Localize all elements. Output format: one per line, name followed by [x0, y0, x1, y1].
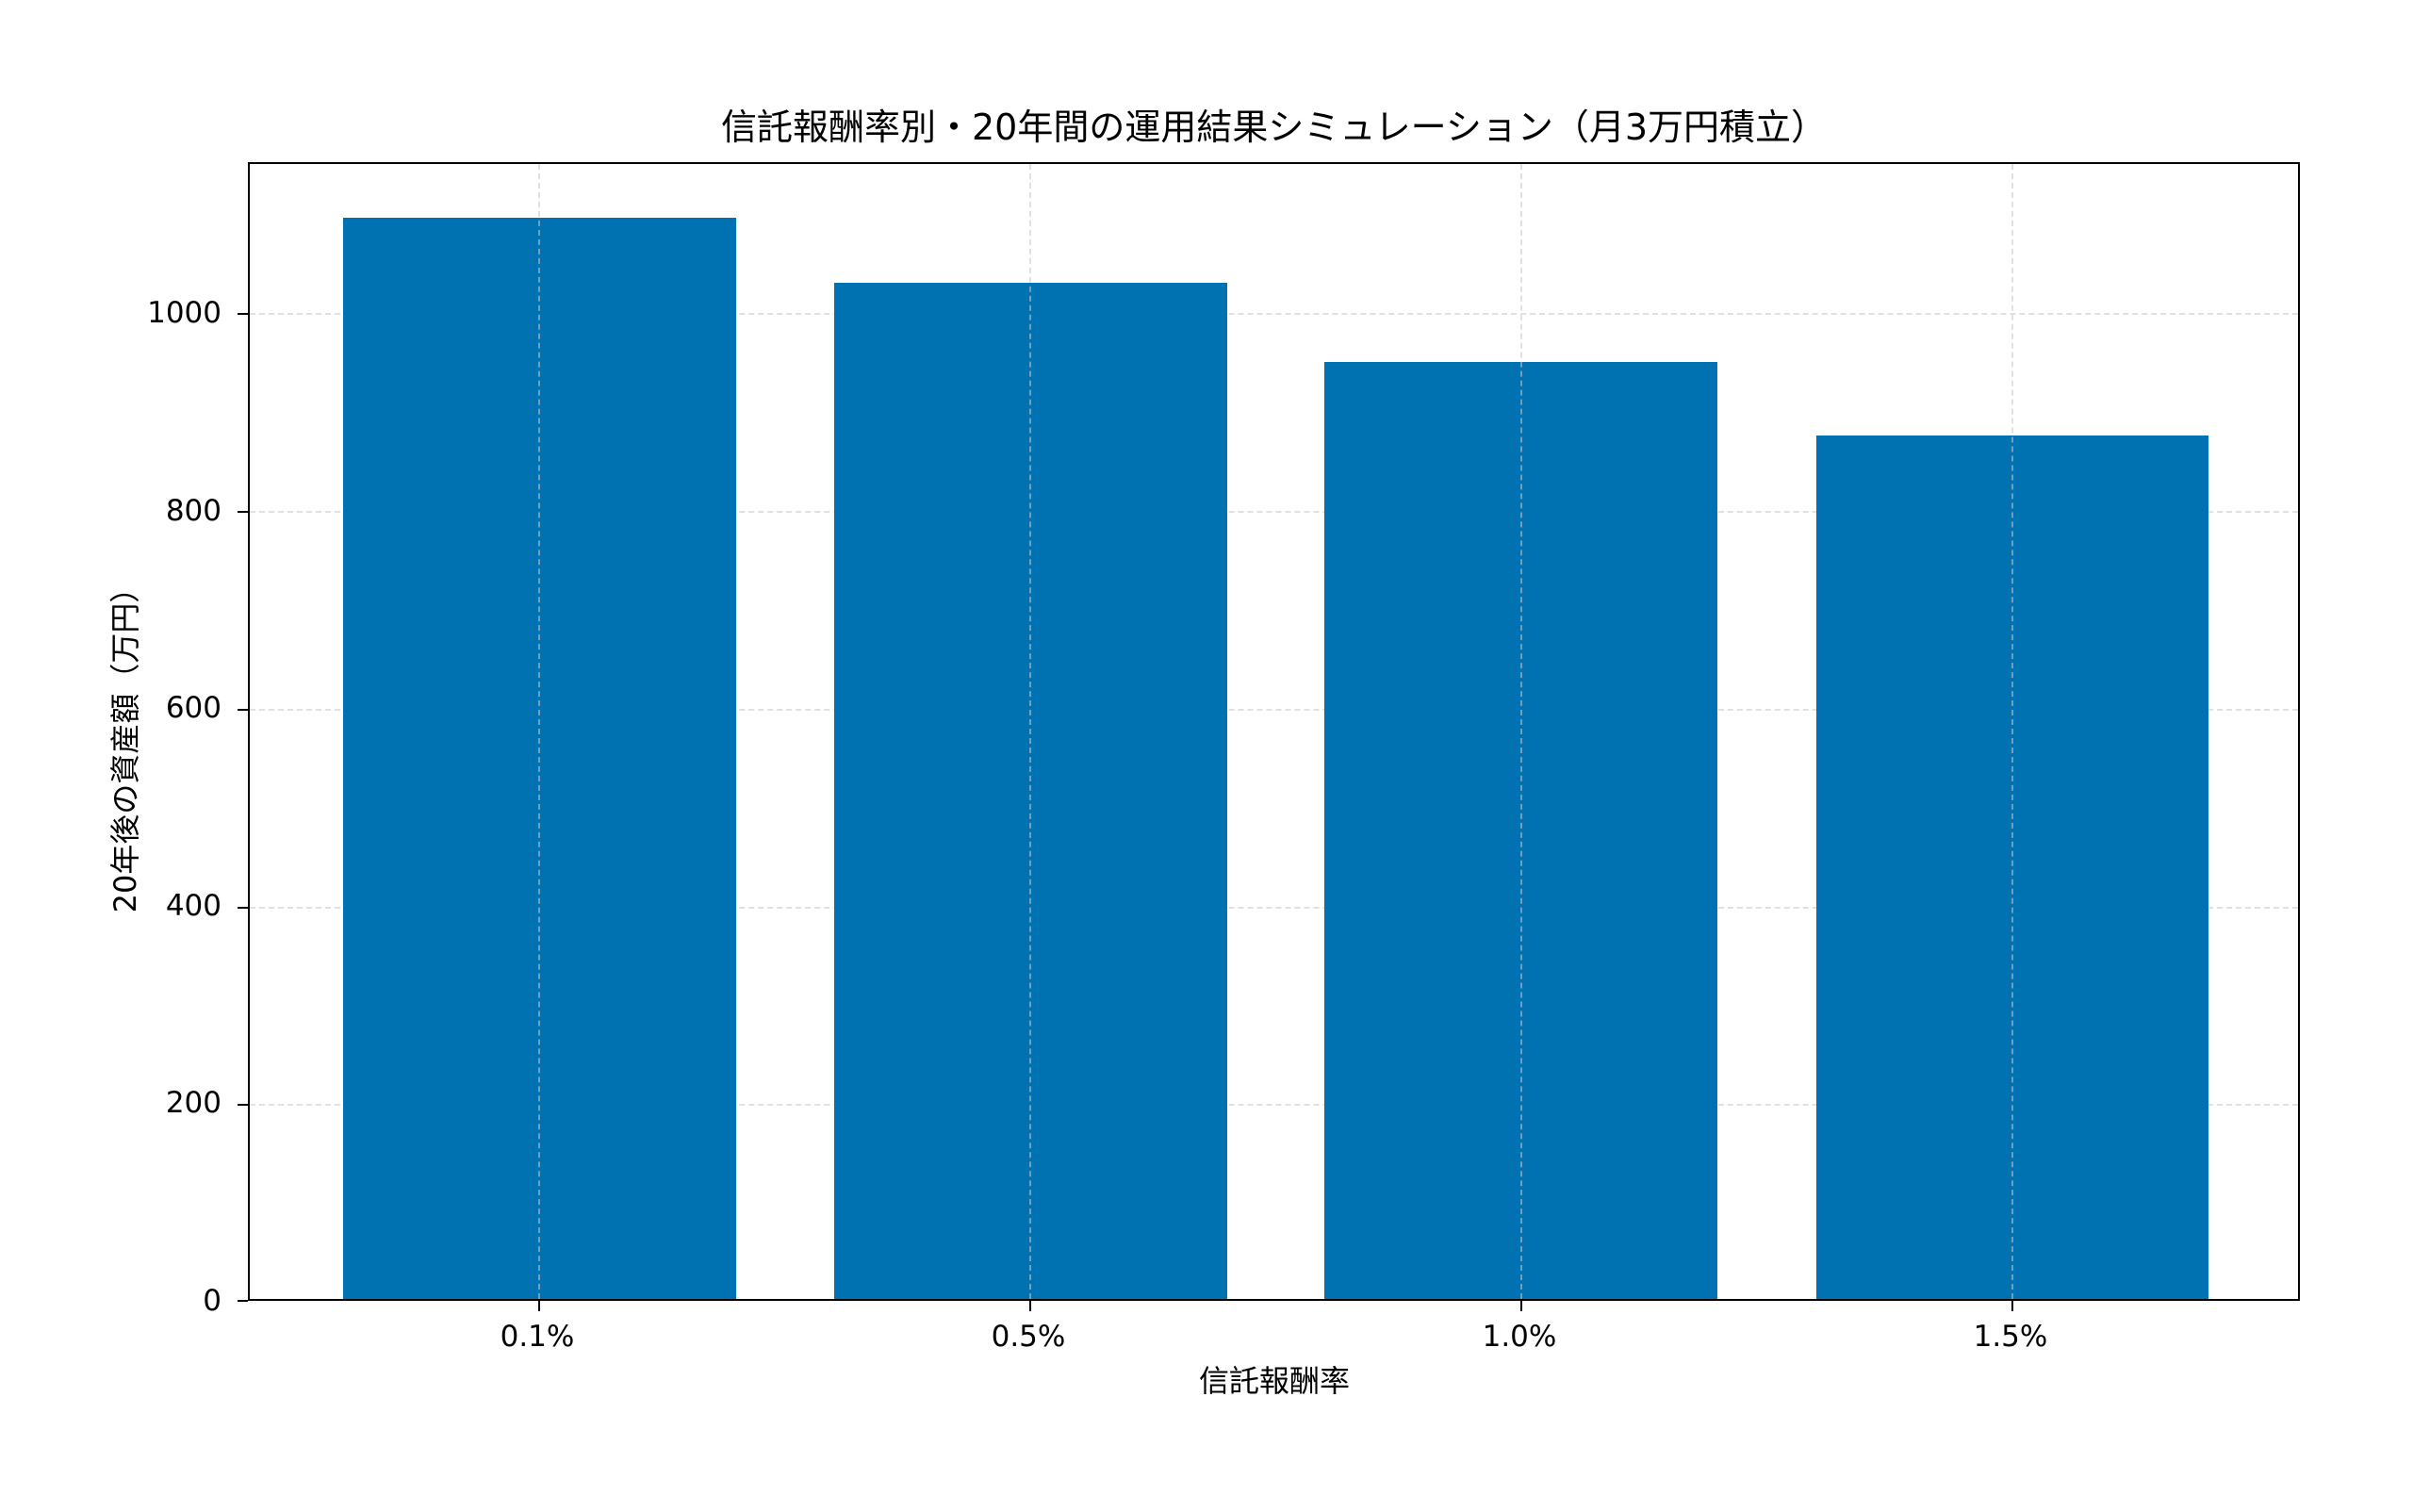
chart-title: 信託報酬率別・20年間の運用結果シミュレーション（月3万円積立）	[720, 107, 1827, 148]
ytick-label-800: 800	[165, 494, 222, 528]
xtick-1.5pct	[2011, 1301, 2013, 1311]
gridline-y-200	[250, 1104, 2298, 1106]
ytick-label-400: 400	[165, 889, 222, 923]
xtick-label-1.5pct: 1.5%	[1973, 1320, 2048, 1354]
gridline-y-1000	[250, 313, 2298, 315]
plot-area	[238, 162, 2300, 1311]
xtick-label-0.1pct: 0.1%	[500, 1320, 575, 1354]
x-axis-label: 信託報酬率	[1198, 1363, 1350, 1399]
gridline-y-600	[250, 709, 2298, 711]
ytick-label-0: 0	[203, 1284, 222, 1318]
gridline-x-0.5pct	[1029, 164, 1031, 1299]
ytick-label-600: 600	[165, 691, 222, 725]
ytick-400	[238, 907, 248, 909]
ytick-600	[238, 709, 248, 711]
ytick-label-1000: 1000	[147, 296, 222, 330]
gridline-y-800	[250, 511, 2298, 513]
xtick-0.5pct	[1029, 1301, 1031, 1311]
gridline-x-1.5pct	[2011, 164, 2013, 1299]
xtick-label-0.5pct: 0.5%	[991, 1320, 1066, 1354]
xtick-1.0pct	[1520, 1301, 1522, 1311]
ytick-label-200: 200	[165, 1086, 222, 1120]
gridline-y-400	[250, 907, 2298, 909]
ytick-0	[238, 1300, 248, 1302]
ytick-800	[238, 511, 248, 513]
gridline-x-0.1pct	[538, 164, 540, 1299]
gridline-x-1.0pct	[1520, 164, 1522, 1299]
xtick-0.1pct	[538, 1301, 540, 1311]
xtick-label-1.0pct: 1.0%	[1482, 1320, 1557, 1354]
ytick-1000	[238, 313, 248, 315]
y-axis-label: 20年後の資産額（万円）	[107, 572, 143, 913]
ytick-200	[238, 1104, 248, 1106]
